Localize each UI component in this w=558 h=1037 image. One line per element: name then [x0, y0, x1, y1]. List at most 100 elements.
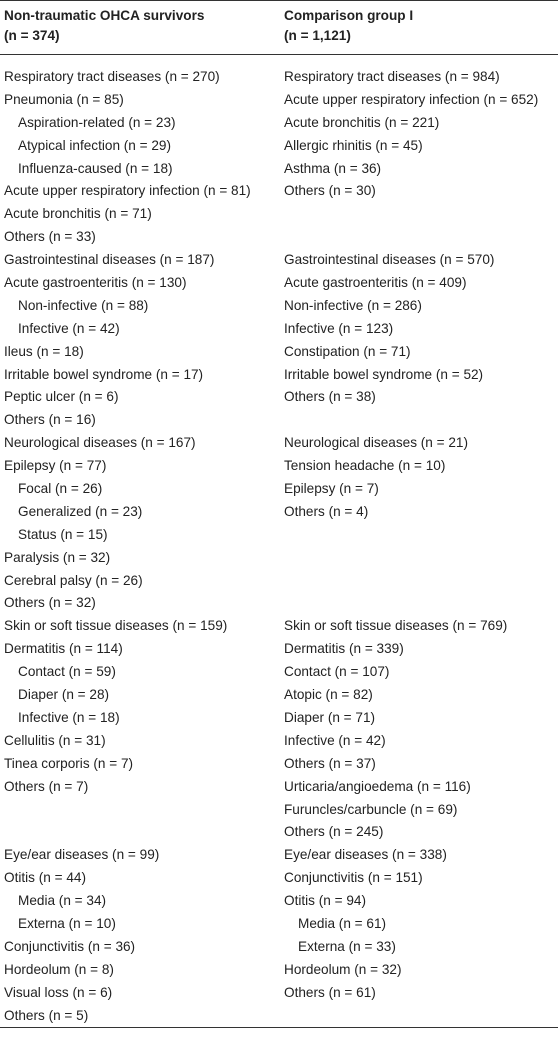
item: Hordeolum (n = 32) — [284, 961, 402, 977]
sub-item: Focal (n = 26) — [18, 481, 103, 497]
item: Acute gastroenteritis (n = 130) — [4, 275, 187, 291]
sub-item: Non-infective (n = 88) — [18, 297, 149, 313]
header-cell: Non-traumatic OHCA survivors (n = 374) — [0, 0, 280, 55]
item: Others (n = 16) — [4, 412, 96, 428]
sub-item: Infective (n = 18) — [18, 709, 120, 725]
group-cell: Eye/ear diseases (n = 338) Conjunctivitis… — [280, 844, 558, 1028]
item: Others (n = 245) — [284, 824, 384, 840]
group-cell: Skin or soft tissue diseases (n = 769) De… — [280, 615, 558, 844]
item: Eye/ear diseases (n = 99) — [4, 847, 160, 863]
group-row: Respiratory tract diseases (n = 270) Pneu… — [0, 55, 558, 250]
item: Others (n = 33) — [4, 229, 96, 245]
item: Others (n = 7) — [4, 778, 89, 794]
group-cell: Neurological diseases (n = 167) Epilepsy … — [0, 432, 280, 615]
item: Others (n = 38) — [284, 389, 376, 405]
sub-item: Externa (n = 33) — [298, 938, 396, 954]
item: Acute bronchitis (n = 221) — [284, 114, 440, 130]
sub-item: Diaper (n = 28) — [18, 687, 110, 703]
item: Conjunctivitis (n = 36) — [4, 938, 136, 954]
header-line: (n = 374) — [4, 28, 60, 43]
sub-item: Contact (n = 59) — [18, 664, 116, 680]
item: Dermatitis (n = 339) — [284, 641, 404, 657]
group-row: Neurological diseases (n = 167) Epilepsy … — [0, 432, 558, 615]
item: Gastrointestinal diseases (n = 570) — [284, 252, 495, 268]
sub-item: Influenza-caused (n = 18) — [18, 160, 173, 176]
item: Otitis (n = 44) — [4, 870, 86, 886]
group-row: Skin or soft tissue diseases (n = 159) De… — [0, 615, 558, 844]
item: Respiratory tract diseases (n = 270) — [4, 69, 220, 84]
item: Contact (n = 107) — [284, 664, 390, 680]
group-cell: Eye/ear diseases (n = 99) Otitis (n = 44)… — [0, 844, 280, 1028]
item: Cellulitis (n = 31) — [4, 732, 106, 748]
item: Conjunctivitis (n = 151) — [284, 870, 423, 886]
item: Hordeolum (n = 8) — [4, 961, 114, 977]
group-cell: Skin or soft tissue diseases (n = 159) De… — [0, 615, 280, 844]
item: Pneumonia (n = 85) — [4, 91, 124, 107]
sub-item: Media (n = 34) — [18, 893, 107, 909]
sub-item: Aspiration-related (n = 23) — [18, 114, 176, 130]
group-row: Gastrointestinal diseases (n = 187) Acute… — [0, 249, 558, 432]
item: Others (n = 30) — [284, 183, 376, 199]
header-row: Non-traumatic OHCA survivors (n = 374) Co… — [0, 0, 558, 55]
item: Allergic rhinitis (n = 45) — [284, 137, 423, 153]
group-row: Eye/ear diseases (n = 99) Otitis (n = 44)… — [0, 844, 558, 1028]
item: Epilepsy (n = 77) — [4, 458, 107, 474]
group-cell: Gastrointestinal diseases (n = 570) Acute… — [280, 249, 558, 432]
group-cell: Neurological diseases (n = 21) Tension he… — [280, 432, 558, 615]
item: Infective (n = 123) — [284, 320, 394, 336]
item: Tension headache (n = 10) — [284, 458, 446, 474]
sub-item: Infective (n = 42) — [18, 320, 120, 336]
group-cell: Gastrointestinal diseases (n = 187) Acute… — [0, 249, 280, 432]
item: Paralysis (n = 32) — [4, 549, 111, 565]
item: Constipation (n = 71) — [284, 343, 411, 359]
item: Acute gastroenteritis (n = 409) — [284, 275, 467, 291]
item: Irritable bowel syndrome (n = 17) — [4, 366, 204, 382]
item: Respiratory tract diseases (n = 984) — [284, 69, 500, 84]
item: Furuncles/carbuncle (n = 69) — [284, 801, 458, 817]
item: Neurological diseases (n = 21) — [284, 435, 468, 451]
header-line: Non-traumatic OHCA survivors — [4, 8, 205, 23]
item: Otitis (n = 94) — [284, 893, 366, 909]
item: Skin or soft tissue diseases (n = 769) — [284, 618, 508, 634]
item: Gastrointestinal diseases (n = 187) — [4, 252, 215, 268]
sub-item: Externa (n = 10) — [18, 915, 116, 931]
sub-item: Status (n = 15) — [18, 526, 108, 542]
item: Others (n = 5) — [4, 1007, 89, 1023]
item: Asthma (n = 36) — [284, 160, 382, 176]
item: Skin or soft tissue diseases (n = 159) — [4, 618, 228, 634]
item: Atopic (n = 82) — [284, 687, 373, 703]
item: Cerebral palsy (n = 26) — [4, 572, 143, 588]
table-body: Respiratory tract diseases (n = 270) Pneu… — [0, 55, 558, 1028]
item: Dermatitis (n = 114) — [4, 641, 123, 657]
table-header: Non-traumatic OHCA survivors (n = 374) Co… — [0, 0, 558, 55]
item: Irritable bowel syndrome (n = 52) — [284, 366, 484, 382]
item: Others (n = 32) — [4, 595, 96, 611]
item: Neurological diseases (n = 167) — [4, 435, 196, 451]
header-line: Comparison group I — [284, 8, 414, 23]
item: Peptic ulcer (n = 6) — [4, 389, 119, 405]
item: Others (n = 37) — [284, 755, 376, 771]
sub-item: Atypical infection (n = 29) — [18, 137, 172, 153]
item: Acute upper respiratory infection (n = 6… — [284, 91, 539, 107]
item: Others (n = 61) — [284, 984, 376, 1000]
item: Non-infective (n = 286) — [284, 297, 422, 313]
item: Acute upper respiratory infection (n = 8… — [4, 183, 251, 199]
item: Acute bronchitis (n = 71) — [4, 206, 152, 222]
item: Eye/ear diseases (n = 338) — [284, 847, 447, 863]
item: Urticaria/angioedema (n = 116) — [284, 778, 471, 794]
sub-item: Media (n = 61) — [298, 915, 387, 931]
header-line: (n = 1,121) — [284, 28, 351, 43]
item: Diaper (n = 71) — [284, 709, 376, 725]
item: Ileus (n = 18) — [4, 343, 84, 359]
group-cell: Respiratory tract diseases (n = 270) Pneu… — [0, 55, 280, 250]
sub-item: Generalized (n = 23) — [18, 503, 143, 519]
item: Epilepsy (n = 7) — [284, 481, 379, 497]
item: Infective (n = 42) — [284, 732, 386, 748]
item: Visual loss (n = 6) — [4, 984, 113, 1000]
group-cell: Respiratory tract diseases (n = 984) Acut… — [280, 55, 558, 250]
item: Tinea corporis (n = 7) — [4, 755, 134, 771]
header-cell: Comparison group I (n = 1,121) — [280, 0, 558, 55]
item: Others (n = 4) — [284, 503, 369, 519]
